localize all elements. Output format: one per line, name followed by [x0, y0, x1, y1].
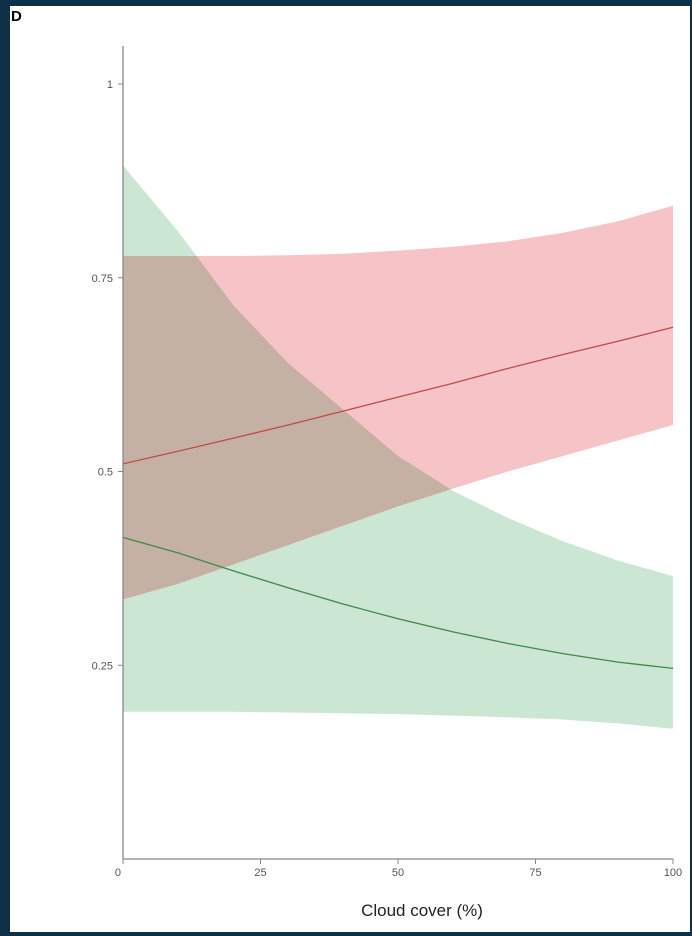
line-chart: 0.25 0.5 0.75 1 0 25 50 75 100 Cloud cover (%) [92, 46, 683, 920]
x-tick-label: 0 [115, 867, 121, 879]
x-axis-title: Cloud cover (%) [361, 901, 483, 920]
chart-panel: 0.25 0.5 0.75 1 0 25 50 75 100 Cloud cover (%) D [10, 6, 690, 932]
green-confidence-band [123, 165, 673, 729]
green-series-line [122, 536, 674, 670]
panel-label: D [11, 8, 22, 25]
series-lines [122, 326, 674, 670]
red-confidence-band [123, 205, 673, 600]
y-tick-label: 0.5 [98, 467, 113, 479]
x-tick-label: 50 [392, 867, 404, 879]
x-tick-label: 75 [529, 867, 541, 879]
x-tick-label: 25 [254, 867, 266, 879]
red-series-line [122, 326, 674, 465]
y-tick-label: 0.25 [92, 660, 113, 672]
y-tick-label: 0.75 [92, 273, 113, 285]
confidence-bands [123, 165, 673, 729]
y-tick-label: 1 [107, 79, 113, 91]
axis-ticks: 0.25 0.5 0.75 1 0 25 50 75 100 [92, 79, 683, 879]
x-tick-label: 100 [664, 867, 682, 879]
